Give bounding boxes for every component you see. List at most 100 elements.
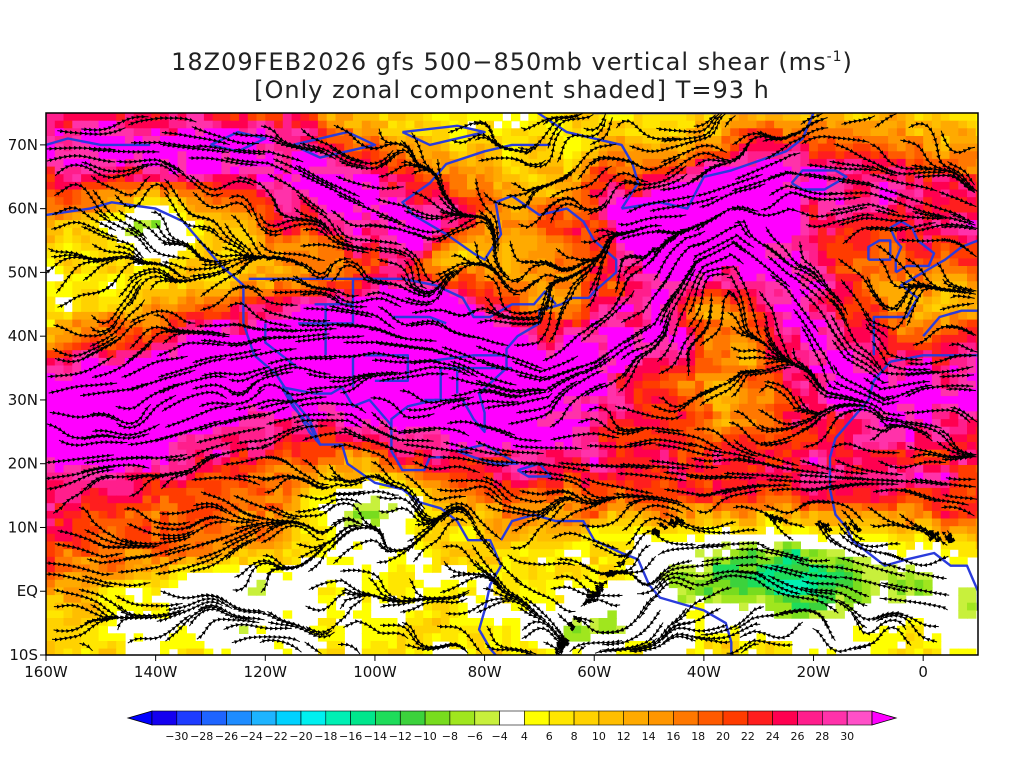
shear-cell bbox=[572, 449, 582, 458]
shear-cell bbox=[300, 235, 310, 244]
shear-cell bbox=[546, 235, 556, 244]
shear-cell bbox=[326, 304, 337, 313]
shear-cell bbox=[265, 258, 275, 267]
shear-cell bbox=[98, 151, 108, 160]
shear-cell bbox=[291, 227, 301, 237]
shear-cell bbox=[914, 128, 924, 137]
shear-cell bbox=[624, 128, 635, 137]
shear-cell bbox=[905, 457, 915, 466]
shear-cell bbox=[124, 136, 135, 145]
shear-cell bbox=[344, 212, 354, 221]
shear-cell bbox=[940, 411, 951, 420]
shear-cell bbox=[177, 281, 187, 290]
shear-cell bbox=[958, 143, 968, 152]
shear-cell bbox=[949, 388, 959, 397]
shear-cell bbox=[537, 419, 547, 428]
shear-cell bbox=[677, 365, 687, 374]
shear-cell bbox=[361, 281, 372, 290]
shear-cell bbox=[432, 327, 442, 336]
shear-cell bbox=[940, 227, 951, 237]
shear-cell bbox=[177, 296, 187, 305]
shear-cell bbox=[317, 449, 328, 458]
shear-cell bbox=[712, 334, 723, 344]
shear-cell bbox=[98, 273, 108, 282]
shear-cell bbox=[958, 136, 968, 145]
shear-cell bbox=[975, 442, 978, 451]
shear-cell bbox=[958, 419, 968, 428]
shear-cell bbox=[265, 281, 275, 290]
shear-cell bbox=[975, 334, 978, 344]
shear-cell bbox=[335, 357, 345, 367]
shear-cell bbox=[870, 113, 880, 122]
shear-cell bbox=[475, 266, 486, 275]
shear-cell bbox=[186, 434, 196, 443]
shear-cell bbox=[896, 442, 907, 451]
shear-cell bbox=[624, 457, 635, 466]
shear-cell bbox=[712, 227, 723, 237]
shear-cell bbox=[949, 113, 959, 122]
shear-cell bbox=[195, 350, 205, 359]
shear-cell bbox=[563, 151, 573, 160]
shear-cell bbox=[265, 266, 275, 275]
shear-cell bbox=[756, 465, 766, 474]
shear-cell bbox=[695, 166, 705, 175]
shear-cell bbox=[642, 289, 652, 298]
shear-cell bbox=[975, 128, 978, 137]
shear-cell bbox=[861, 373, 872, 382]
shear-cell bbox=[668, 342, 679, 351]
shear-cell bbox=[300, 380, 310, 390]
shear-cell bbox=[335, 411, 345, 420]
shear-cell bbox=[239, 465, 249, 474]
shear-cell bbox=[747, 388, 758, 397]
shear-cell bbox=[195, 296, 205, 305]
shear-cell bbox=[256, 143, 266, 152]
shear-cell bbox=[72, 419, 82, 428]
shear-cell bbox=[291, 342, 301, 351]
shear-cell bbox=[440, 243, 451, 252]
shear-cell bbox=[861, 289, 872, 298]
shear-cell bbox=[221, 220, 231, 229]
shear-cell bbox=[844, 449, 854, 458]
shear-cell bbox=[598, 388, 608, 397]
shear-cell bbox=[291, 434, 301, 443]
shear-cell bbox=[160, 411, 170, 420]
shear-cell bbox=[817, 319, 828, 328]
shear-cell bbox=[642, 403, 652, 413]
shear-cell bbox=[721, 465, 731, 474]
shear-cell bbox=[256, 296, 266, 305]
shear-cell bbox=[651, 365, 661, 374]
shear-cell bbox=[800, 158, 810, 168]
shear-cell bbox=[379, 243, 389, 252]
shear-cell bbox=[800, 151, 810, 160]
shear-cell bbox=[195, 304, 205, 313]
shear-cell bbox=[370, 189, 380, 198]
shear-cell bbox=[502, 442, 512, 451]
shear-cell bbox=[598, 342, 608, 351]
shear-cell bbox=[774, 120, 784, 129]
shear-cell bbox=[510, 136, 521, 145]
shear-cell bbox=[151, 189, 161, 198]
shear-cell bbox=[546, 174, 556, 183]
shear-cell bbox=[124, 396, 135, 405]
shear-cell bbox=[116, 113, 126, 122]
shear-cell bbox=[914, 220, 924, 229]
shear-cell bbox=[809, 158, 819, 168]
shear-cell bbox=[949, 227, 959, 237]
shear-cell bbox=[388, 181, 398, 191]
shear-cell bbox=[914, 396, 924, 405]
shear-cell bbox=[572, 419, 582, 428]
shear-cell bbox=[177, 113, 187, 122]
shear-cell bbox=[467, 243, 477, 252]
shear-cell bbox=[142, 304, 152, 313]
shear-cell bbox=[353, 212, 363, 221]
shear-cell bbox=[633, 113, 644, 122]
shear-cell bbox=[633, 380, 644, 390]
shear-cell bbox=[712, 266, 723, 275]
shear-cell bbox=[537, 227, 547, 237]
shear-cell bbox=[317, 465, 328, 474]
shear-cell bbox=[905, 334, 915, 344]
shear-cell bbox=[46, 373, 56, 382]
shear-cell bbox=[46, 357, 56, 367]
shear-cell bbox=[967, 136, 977, 145]
shear-cell bbox=[54, 373, 65, 382]
